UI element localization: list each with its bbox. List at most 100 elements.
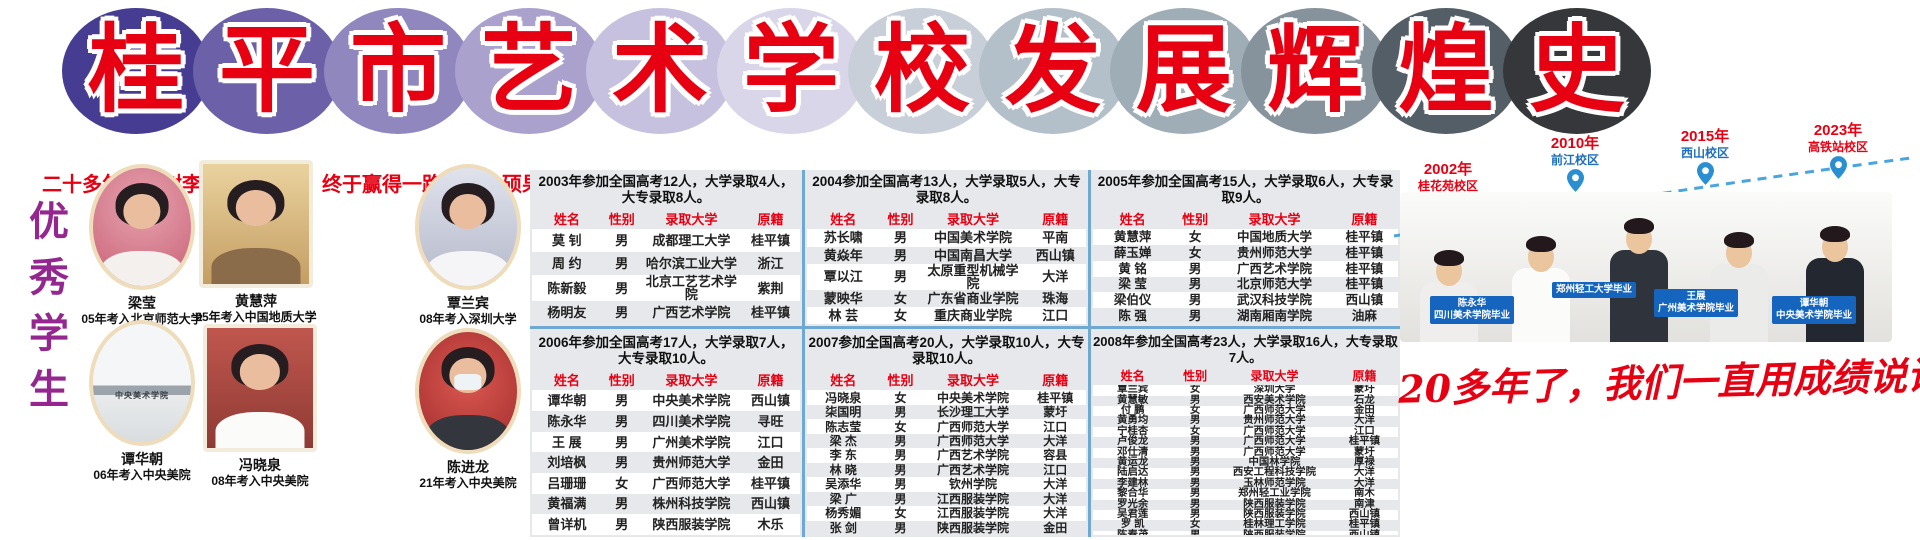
cell-university: 陕西服装学院	[1243, 498, 1306, 510]
cell-gender: 男	[893, 269, 907, 285]
table-row: 黄 铭 男 广西艺术学院 桂平镇	[1093, 260, 1398, 277]
torso-shape	[215, 412, 305, 448]
cell-gender: 男	[893, 230, 907, 246]
cell-origin: 大洋	[1043, 434, 1068, 449]
cell-name: 李建林	[1117, 477, 1149, 489]
cell-origin: 江口	[1043, 462, 1068, 477]
table-row: 卢俊龙 男 广西师范大学 桂平镇	[1093, 436, 1398, 447]
column-header: 姓名	[830, 373, 857, 389]
graduate-school: 广州美术学院毕业	[1658, 302, 1735, 314]
cell-name: 陈新毅	[547, 280, 587, 296]
cell-university: 江西服装学院	[936, 491, 1009, 506]
table-2005-title: 2005年参加全国高考15人，大学录取6人，大专录取9人。	[1097, 174, 1394, 206]
cell-gender: 女	[1188, 245, 1202, 260]
table-row: 谭华朝 男 中央美术学院 西山镇	[532, 390, 800, 412]
cell-gender: 男	[615, 455, 629, 471]
title-ellipse: 术	[586, 8, 734, 134]
cell-origin: 金田	[1354, 405, 1375, 416]
excellent-students-label: 优秀学生	[23, 200, 67, 424]
cell-university: 广西师范大学	[1243, 425, 1306, 437]
cell-gender: 男	[894, 448, 907, 463]
student-caption: 06年考入中央美院	[93, 467, 191, 482]
cell-name: 王 展	[552, 434, 582, 450]
cell-origin: 蒙圩	[1354, 446, 1375, 458]
title-character: 学	[743, 17, 839, 124]
table-row: 陈永华 男 四川美术学院 寻旺	[532, 411, 800, 432]
student-card: 黄慧萍 05年考入中国地质大学	[186, 160, 326, 325]
face-mask-shape	[454, 374, 482, 390]
cell-university: 陕西服装学院	[936, 520, 1009, 535]
title-ellipse: 校	[848, 8, 996, 134]
cell-name: 黄运龙	[1117, 457, 1149, 469]
cell-origin: 西山镇	[1331, 530, 1398, 535]
table-row: 陈志莹 女 广西师范大学 江口	[807, 419, 1086, 434]
cell-name: 黄焱年	[823, 247, 863, 263]
table-divider-horizontal	[530, 326, 1400, 329]
table-2004-title: 2004参加全国高考13人，大学录取5人，大专录取8人。	[812, 174, 1081, 206]
title-ellipse: 学	[717, 8, 865, 134]
cell-name: 吕珊珊	[547, 475, 587, 491]
table-2007: 2007参加全国高考20人，大学录取10人，大专录取10人。 姓名 性别 录取大学 原…	[807, 331, 1086, 535]
table-row: 覃兰宾 女 深圳大学 蒙圩	[1093, 385, 1398, 396]
cell-university: 武汉科技学院	[1236, 293, 1312, 308]
cell-name: 张 剑	[829, 520, 857, 535]
cell-origin: 大洋	[1042, 269, 1069, 285]
table-2005-headers: 姓名 性别 录取大学 原籍	[1093, 208, 1398, 229]
cell-name: 柒国明	[825, 405, 862, 420]
table-2006: 2006年参加全国高考17人，大学录取7人，大专录取10人。 姓名 性别 录取大学 原…	[532, 331, 800, 535]
cell-gender: 女	[1189, 519, 1201, 531]
cell-name: 苏长啸	[823, 230, 863, 246]
map-pin-icon	[1696, 162, 1714, 185]
table-2006-headers: 姓名 性别 录取大学 原籍	[532, 369, 800, 390]
cell-gender: 男	[1188, 308, 1202, 323]
cell-university: 中国美术学院	[933, 230, 1012, 246]
table-row: 梁 广 男 江西服装学院 大洋	[807, 492, 1086, 506]
cell-gender: 男	[1189, 457, 1201, 469]
cell-origin: 桂平镇	[1345, 230, 1384, 244]
cell-university: 四川美术学院	[652, 413, 731, 429]
cell-university: 广西师范大学	[1243, 446, 1306, 458]
cell-origin: 桂平镇	[1345, 261, 1384, 276]
cell-name: 陈永华	[547, 413, 587, 429]
graduate-label: 谭华朝 中央美术学院毕业	[1772, 296, 1857, 324]
cell-name: 林 芸	[828, 307, 859, 323]
cell-gender: 男	[615, 517, 629, 533]
table-2008: 2008年参加全国高考23人，大学录取16人，大专录取7人。 姓名 性别 录取大学 原…	[1093, 331, 1398, 535]
cell-name: 梁伯仪	[1113, 293, 1152, 308]
map-pin-icon	[1829, 156, 1847, 179]
cell-origin: 容县	[1043, 448, 1068, 463]
student-photo-placeholder	[93, 168, 191, 286]
timeline-campus: 桂花苑校区	[1417, 178, 1478, 193]
timeline-item: 2015年 西山校区	[1657, 128, 1753, 185]
cell-university: 太原重型机械学院	[927, 262, 1019, 291]
graduate-label: 郑州轻工大学毕业	[1552, 282, 1637, 298]
table-row: 冯晓泉 女 中央美术学院 桂平镇	[807, 390, 1086, 405]
cell-name: 莫 钊	[552, 233, 582, 249]
cell-gender: 男	[615, 305, 629, 321]
table-row: 黄勇均 男 贵州师范大学 大洋	[1093, 415, 1398, 426]
banner-title: 桂 平 市 艺 术 学 校	[62, 8, 1651, 134]
student-photo-placeholder: 中央美术学院	[93, 324, 191, 442]
table-row: 罗 凯 女 桂林理工学院 桂平镇	[1093, 519, 1398, 531]
title-character: 艺	[481, 17, 577, 124]
cell-gender: 男	[615, 233, 629, 249]
cell-origin: 西山镇	[1035, 247, 1075, 263]
title-character: 校	[874, 17, 970, 124]
cell-origin: 南津	[1354, 498, 1375, 510]
title-character: 煌	[1398, 17, 1494, 124]
cell-origin: 金田	[757, 455, 784, 471]
student-card: 覃兰宾 08年考入深圳大学	[398, 164, 538, 327]
admission-tables-panel: 2003年参加全国高考12人，大学录取4人，大专录取8人。 姓名 性别 录取大学 原籍…	[530, 170, 1400, 537]
cell-origin: 桂平镇	[750, 233, 790, 249]
title-ellipse: 桂	[62, 8, 210, 134]
cell-name: 梁 杰	[829, 434, 857, 449]
table-2003: 2003年参加全国高考12人，大学录取4人，大专录取8人。 姓名 性别 录取大学 原籍…	[532, 170, 800, 324]
cell-gender: 男	[1189, 446, 1201, 458]
title-character: 桂	[88, 17, 184, 124]
student-card: 冯晓泉 08年考入中央美院	[190, 324, 330, 489]
column-header: 性别	[887, 212, 914, 228]
cell-origin: 油麻	[1351, 308, 1377, 323]
cell-gender: 女	[894, 419, 907, 434]
student-card: 陈进龙 21年考入中央美院	[398, 328, 538, 491]
cell-origin: 石龙	[1354, 394, 1375, 406]
